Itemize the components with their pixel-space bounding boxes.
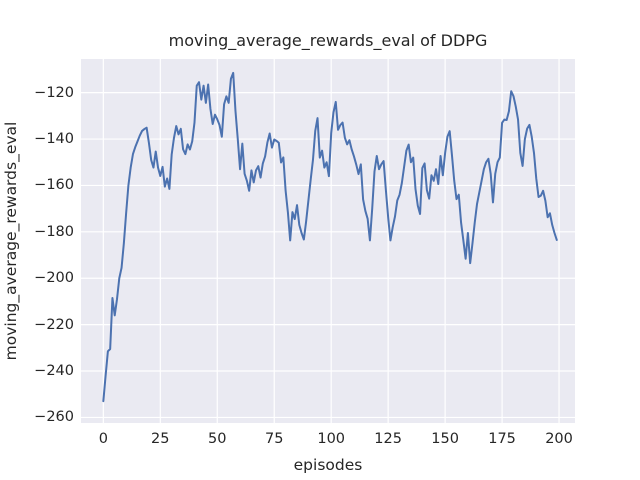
y-tick-label: −240 [34, 363, 74, 380]
x-tick-label: 75 [264, 431, 284, 447]
reward-line-series [102, 71, 558, 403]
y-tick-label: −140 [34, 131, 74, 148]
x-tick-label: 25 [151, 431, 170, 447]
chart-title: moving_average_rewards_eval of DDPG [168, 31, 488, 50]
y-tick-label: −120 [34, 84, 74, 101]
y-tick-label: −260 [34, 409, 74, 426]
x-tick-label: 200 [545, 431, 573, 447]
axes-background [81, 59, 575, 423]
x-tick-label: 50 [208, 431, 227, 447]
y-tick-label: −220 [34, 316, 74, 333]
y-tick-label: −180 [34, 223, 74, 240]
y-tick-label: −160 [34, 177, 74, 194]
y-tick-label: −200 [34, 270, 74, 287]
x-tick-label: 150 [431, 431, 459, 447]
x-tick-label: 0 [98, 431, 108, 447]
x-axis-label: episodes [293, 456, 363, 474]
x-tick-label: 175 [488, 431, 516, 447]
x-tick-label: 100 [317, 431, 346, 447]
x-tick-label: 125 [374, 431, 402, 447]
